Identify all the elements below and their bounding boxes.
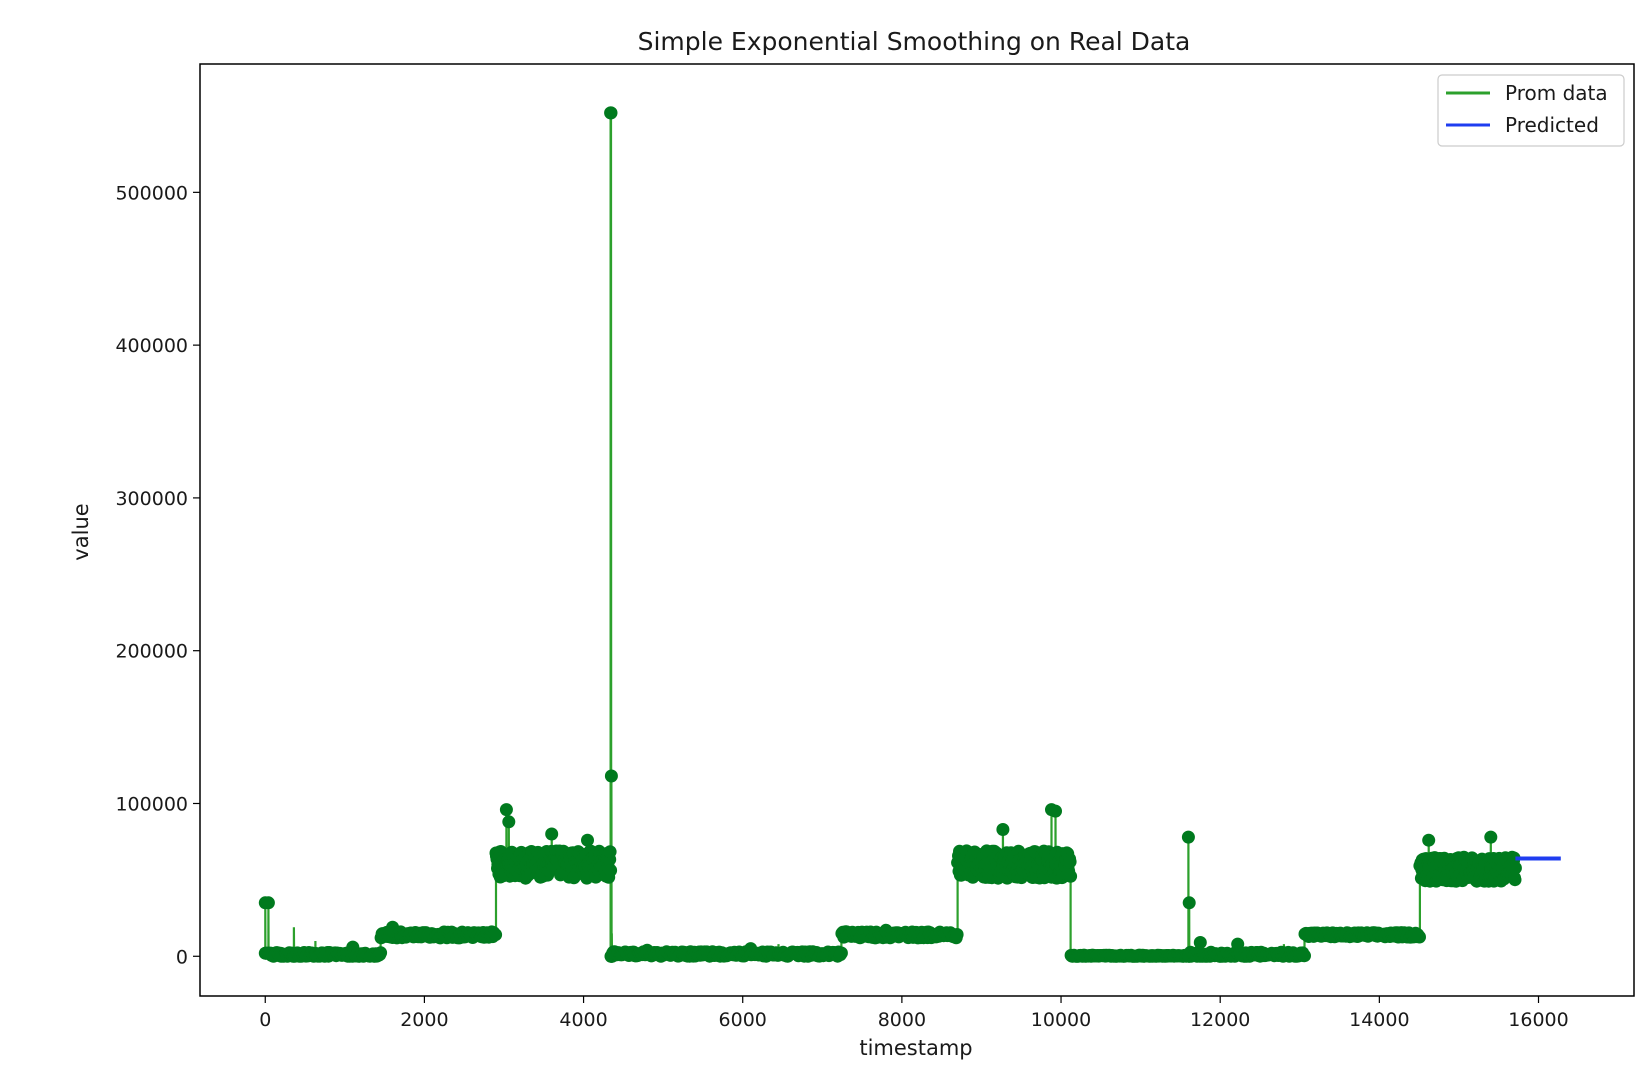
- x-tick-label: 14000: [1349, 1009, 1409, 1031]
- data-point: [374, 946, 388, 960]
- x-tick-label: 4000: [559, 1009, 607, 1031]
- data-point: [581, 833, 594, 847]
- series-markers-prom-data: [258, 106, 1522, 963]
- x-axis-label: timestamp: [859, 1036, 972, 1060]
- x-tick-label: 8000: [878, 1009, 926, 1031]
- x-tick-label: 0: [259, 1009, 271, 1031]
- data-point: [950, 928, 964, 941]
- y-tick-label: 300000: [115, 488, 188, 510]
- y-tick-label: 100000: [115, 793, 188, 815]
- x-tick-label: 2000: [400, 1009, 448, 1031]
- plot-frame: [199, 63, 1635, 997]
- y-tick-label: 400000: [115, 335, 188, 357]
- y-tick-label: 500000: [115, 182, 188, 204]
- data-point: [1508, 861, 1522, 875]
- data-point: [1182, 896, 1196, 910]
- data-point: [604, 769, 618, 783]
- x-tick-label: 6000: [719, 1009, 767, 1031]
- legend-label-predicted: Predicted: [1505, 113, 1599, 137]
- data-point: [499, 803, 513, 817]
- y-axis-ticks: 0 100000 200000 300000 400000 500000: [115, 182, 200, 968]
- data-point: [502, 815, 516, 829]
- data-point: [996, 823, 1010, 836]
- data-point: [604, 863, 618, 877]
- data-point: [545, 827, 559, 841]
- data-point: [1508, 873, 1522, 887]
- data-point: [1507, 851, 1521, 865]
- plot-series: [258, 106, 1561, 963]
- data-point: [603, 845, 617, 859]
- x-tick-label: 16000: [1508, 1009, 1568, 1031]
- data-point: [1484, 830, 1498, 844]
- legend-label-prom-data: Prom data: [1505, 81, 1608, 105]
- data-point: [1413, 930, 1426, 944]
- y-tick-label: 200000: [115, 641, 188, 663]
- series-prom-data: [258, 106, 1522, 963]
- data-point: [604, 106, 618, 120]
- x-axis-ticks: 0 2000 4000 6000 8000 10000 12000 14000 16000: [259, 996, 1569, 1031]
- data-point: [261, 896, 275, 910]
- data-point: [1181, 830, 1195, 844]
- data-point: [1298, 949, 1311, 963]
- data-point: [1049, 804, 1062, 818]
- y-tick-label: 0: [176, 946, 188, 968]
- data-point: [1063, 855, 1077, 869]
- data-point: [1064, 869, 1078, 883]
- legend: Prom data Predicted: [1437, 74, 1625, 147]
- chart-title: Simple Exponential Smoothing on Real Dat…: [638, 27, 1191, 56]
- x-tick-label: 10000: [1031, 1009, 1091, 1031]
- data-point: [489, 928, 503, 942]
- y-axis-label: value: [69, 503, 93, 560]
- data-point: [1193, 936, 1207, 949]
- x-tick-label: 12000: [1190, 1009, 1250, 1031]
- data-point: [834, 946, 848, 960]
- data-point: [1422, 833, 1436, 847]
